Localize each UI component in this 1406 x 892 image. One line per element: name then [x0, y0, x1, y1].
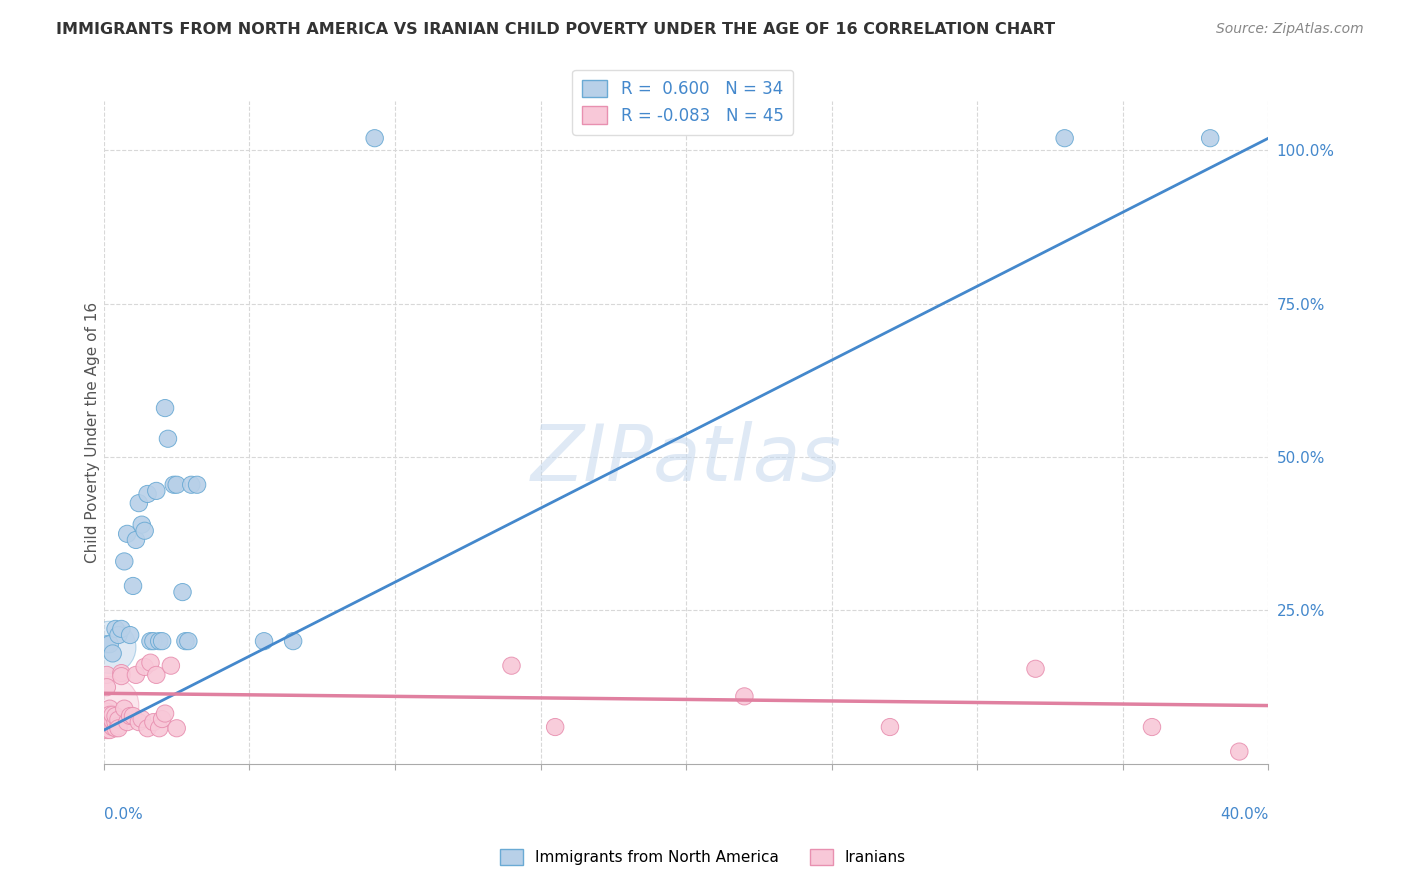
Ellipse shape: [162, 657, 180, 674]
Ellipse shape: [142, 632, 159, 649]
Ellipse shape: [110, 711, 127, 728]
Ellipse shape: [110, 626, 127, 644]
Ellipse shape: [131, 494, 148, 512]
Ellipse shape: [134, 516, 150, 533]
Ellipse shape: [153, 632, 172, 649]
Ellipse shape: [142, 654, 159, 671]
Ellipse shape: [121, 626, 139, 644]
Ellipse shape: [101, 636, 118, 653]
Ellipse shape: [131, 714, 148, 731]
Ellipse shape: [1026, 660, 1045, 677]
Ellipse shape: [134, 710, 150, 728]
Ellipse shape: [101, 706, 118, 723]
Ellipse shape: [167, 720, 186, 737]
Ellipse shape: [98, 666, 115, 683]
Ellipse shape: [183, 476, 200, 493]
Text: 40.0%: 40.0%: [1220, 807, 1268, 822]
Ellipse shape: [256, 632, 273, 649]
Text: Source: ZipAtlas.com: Source: ZipAtlas.com: [1216, 22, 1364, 37]
Ellipse shape: [83, 621, 136, 673]
Ellipse shape: [112, 620, 131, 638]
Ellipse shape: [177, 632, 194, 649]
Ellipse shape: [104, 718, 121, 736]
Ellipse shape: [112, 665, 131, 681]
Ellipse shape: [104, 645, 121, 662]
Ellipse shape: [148, 666, 165, 683]
Ellipse shape: [882, 718, 898, 736]
Ellipse shape: [98, 709, 115, 726]
Ellipse shape: [735, 688, 754, 705]
Ellipse shape: [156, 400, 174, 417]
Ellipse shape: [136, 658, 153, 675]
Text: IMMIGRANTS FROM NORTH AMERICA VS IRANIAN CHILD POVERTY UNDER THE AGE OF 16 CORRE: IMMIGRANTS FROM NORTH AMERICA VS IRANIAN…: [56, 22, 1056, 37]
Ellipse shape: [1143, 718, 1161, 736]
Ellipse shape: [104, 713, 121, 730]
Ellipse shape: [503, 657, 520, 674]
Y-axis label: Child Poverty Under the Age of 16: Child Poverty Under the Age of 16: [86, 302, 100, 563]
Ellipse shape: [167, 476, 186, 493]
Ellipse shape: [101, 700, 118, 717]
Ellipse shape: [101, 722, 118, 739]
Ellipse shape: [139, 720, 156, 737]
Ellipse shape: [165, 476, 183, 493]
Ellipse shape: [159, 430, 177, 447]
Legend: Immigrants from North America, Iranians: Immigrants from North America, Iranians: [494, 843, 912, 871]
Ellipse shape: [547, 718, 564, 736]
Ellipse shape: [153, 710, 172, 728]
Ellipse shape: [110, 720, 127, 737]
Ellipse shape: [98, 715, 115, 732]
Ellipse shape: [150, 720, 167, 737]
Legend: R =  0.600   N = 34, R = -0.083   N = 45: R = 0.600 N = 34, R = -0.083 N = 45: [572, 70, 793, 135]
Ellipse shape: [127, 532, 145, 549]
Ellipse shape: [107, 720, 124, 737]
Ellipse shape: [174, 583, 191, 600]
Ellipse shape: [107, 707, 124, 724]
Ellipse shape: [121, 707, 139, 724]
Text: 0.0%: 0.0%: [104, 807, 142, 822]
Ellipse shape: [98, 679, 115, 696]
Ellipse shape: [124, 707, 142, 724]
Ellipse shape: [136, 522, 153, 540]
Ellipse shape: [148, 483, 165, 500]
Ellipse shape: [118, 525, 136, 542]
Ellipse shape: [127, 666, 145, 683]
Ellipse shape: [139, 485, 156, 502]
Ellipse shape: [110, 717, 127, 734]
Ellipse shape: [180, 632, 197, 649]
Ellipse shape: [284, 632, 302, 649]
Ellipse shape: [115, 553, 134, 570]
Ellipse shape: [107, 620, 124, 638]
Ellipse shape: [124, 577, 142, 595]
Ellipse shape: [115, 700, 134, 717]
Ellipse shape: [98, 703, 115, 720]
Ellipse shape: [80, 676, 139, 735]
Ellipse shape: [145, 714, 162, 731]
Text: ZIPatlas: ZIPatlas: [530, 421, 842, 497]
Ellipse shape: [145, 632, 162, 649]
Ellipse shape: [188, 476, 205, 493]
Ellipse shape: [1202, 129, 1219, 147]
Ellipse shape: [104, 706, 121, 723]
Ellipse shape: [118, 714, 136, 731]
Ellipse shape: [1056, 129, 1073, 147]
Ellipse shape: [1230, 743, 1249, 760]
Ellipse shape: [366, 129, 384, 147]
Ellipse shape: [98, 636, 115, 653]
Ellipse shape: [150, 632, 167, 649]
Ellipse shape: [101, 715, 118, 732]
Ellipse shape: [107, 714, 124, 731]
Ellipse shape: [156, 705, 174, 723]
Ellipse shape: [98, 722, 115, 739]
Ellipse shape: [112, 667, 131, 685]
